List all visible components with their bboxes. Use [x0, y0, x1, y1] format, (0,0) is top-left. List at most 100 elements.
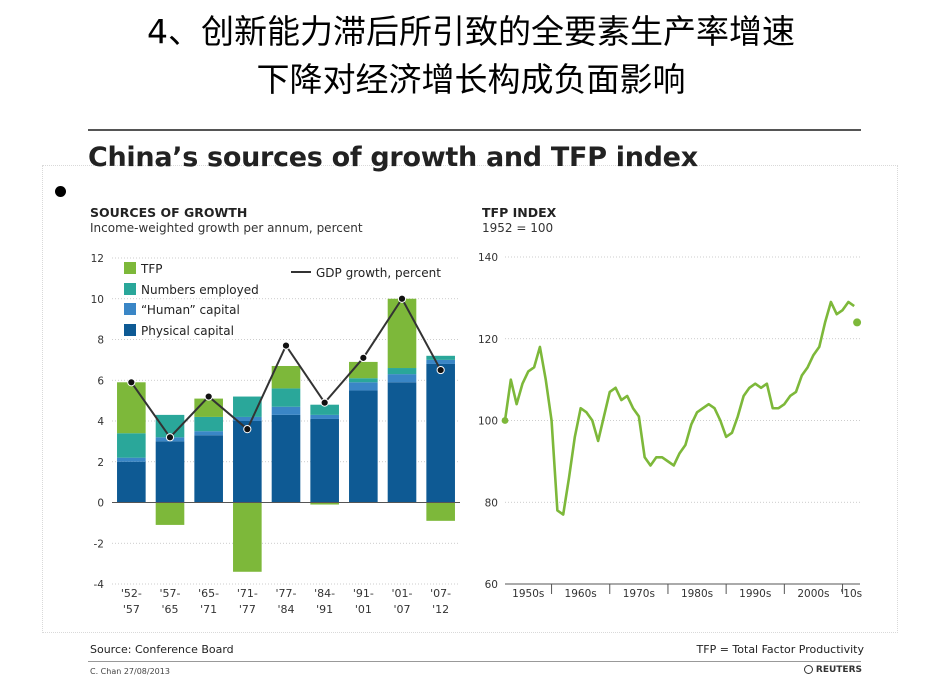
bar-segment	[310, 404, 339, 415]
decade-label: 1950s	[512, 588, 544, 600]
bar-segment	[117, 382, 146, 434]
reuters-logo: REUTERS	[803, 665, 862, 675]
tfp-end-point	[853, 318, 862, 327]
y-tick-label: 12	[91, 253, 104, 265]
bar-segment	[349, 390, 378, 503]
sources-of-growth-chart: -4 -2 0 2 4 6 8 10 12 '52- '57 '57- '65 '65- '71 '71- '7…	[91, 253, 460, 616]
decade-label: '10s	[840, 588, 862, 600]
decade-label: 1980s	[681, 588, 713, 600]
sources-panel-title: SOURCES OF GROWTH	[90, 205, 248, 220]
gdp-point	[281, 341, 291, 350]
slide-title: 4、创新能力滞后所引致的全要素生产率增速 下降对经济增长构成负面影响	[0, 8, 942, 104]
figure-title: China’s sources of growth and TFP index	[88, 142, 698, 173]
bar-segment	[426, 355, 455, 360]
decade-label: 1990s	[739, 588, 771, 600]
legend-swatch	[124, 262, 136, 274]
legend-label: Numbers employed	[141, 283, 259, 297]
y-tick-label: -4	[94, 579, 105, 591]
gdp-point	[320, 398, 329, 407]
bar-segment	[271, 365, 301, 389]
bar-segment	[233, 416, 262, 421]
tfp-panel-title: TFP INDEX	[482, 205, 557, 220]
content-frame	[42, 165, 898, 633]
legend-swatch	[124, 303, 136, 315]
decade-label: 1970s	[623, 588, 655, 600]
bar-segment	[117, 433, 146, 458]
x-tick-label: '71	[200, 603, 217, 616]
legend-label: GDP growth, percent	[316, 266, 441, 280]
x-tick-label: '84	[277, 603, 294, 616]
bar-segment	[426, 502, 455, 521]
bar-segment	[155, 414, 185, 438]
x-tick-label: '65	[161, 603, 178, 616]
legend-label: TFP	[140, 262, 162, 276]
decade-label: 1960s	[565, 588, 597, 600]
x-tick-label: '12	[432, 603, 449, 616]
bar-segment	[387, 298, 417, 369]
bar-segment	[387, 382, 417, 503]
x-tick-label: '65-	[198, 587, 219, 600]
x-tick-label: '77	[239, 603, 256, 616]
bar-segment	[310, 502, 339, 505]
bar-segment	[194, 416, 223, 432]
bar-segment	[233, 502, 262, 572]
bar-segment	[271, 388, 301, 407]
y-tick-label: 80	[485, 497, 498, 509]
gdp-point	[397, 294, 407, 303]
x-tick-label: '52-	[121, 587, 142, 600]
gdp-point	[436, 365, 445, 375]
gdp-point	[165, 433, 175, 442]
reuters-icon	[803, 665, 813, 674]
bar-segment	[155, 441, 185, 503]
x-tick-label: '07-	[430, 587, 451, 600]
y-tick-label: 4	[97, 416, 104, 428]
y-tick-label: 0	[97, 498, 104, 510]
tfp-definition-note: TFP = Total Factor Productivity	[696, 643, 864, 656]
bar-segment	[117, 461, 146, 503]
y-tick-label: -2	[94, 538, 104, 550]
bar-segment	[194, 435, 223, 503]
bar-segment	[387, 374, 417, 383]
figure-top-rule	[88, 129, 861, 131]
gdp-point	[243, 425, 252, 434]
x-tick-label: '71-	[237, 587, 258, 600]
gdp-point	[359, 353, 368, 362]
x-tick-label: '84-	[314, 587, 335, 600]
bar-segment	[194, 431, 223, 436]
x-tick-label: '77-	[276, 587, 297, 600]
bar-segment	[271, 406, 301, 415]
bullet-dot	[55, 186, 66, 197]
y-tick-label: 120	[478, 334, 498, 346]
credit-line: C. Chan 27/08/2013	[90, 667, 170, 676]
bar-segment	[387, 368, 417, 375]
legend-label: “Human” capital	[141, 303, 240, 317]
bar-segment	[310, 418, 339, 503]
bar-segment	[349, 378, 378, 383]
x-tick-label: '57-	[160, 587, 181, 600]
bar-segment	[117, 457, 146, 462]
bar-segment	[426, 363, 455, 503]
bar-segment	[271, 414, 301, 503]
tfp-start-point	[501, 417, 509, 424]
bar-segment	[349, 382, 378, 391]
y-tick-label: 8	[97, 335, 104, 347]
x-tick-label: '57	[123, 603, 140, 616]
x-tick-label: '91-	[353, 587, 374, 600]
x-tick-label: '01-	[392, 587, 413, 600]
bar-segment	[426, 359, 455, 364]
x-tick-label: '91	[316, 603, 333, 616]
sources-panel-subtitle: Income-weighted growth per annum, percen…	[90, 221, 363, 235]
gdp-point	[127, 378, 136, 387]
x-tick-label: '07	[393, 603, 410, 616]
bar-segment	[155, 502, 185, 525]
decade-label: 2000s	[797, 588, 829, 600]
bar-segment	[310, 414, 339, 419]
legend-label: Physical capital	[141, 324, 234, 338]
y-tick-label: 6	[97, 375, 104, 387]
slide-title-line-1: 4、创新能力滞后所引致的全要素生产率增速	[147, 12, 795, 51]
bar-segment	[233, 421, 262, 503]
gdp-point	[204, 392, 213, 401]
y-tick-label: 100	[478, 416, 498, 428]
y-tick-label: 60	[485, 579, 498, 591]
